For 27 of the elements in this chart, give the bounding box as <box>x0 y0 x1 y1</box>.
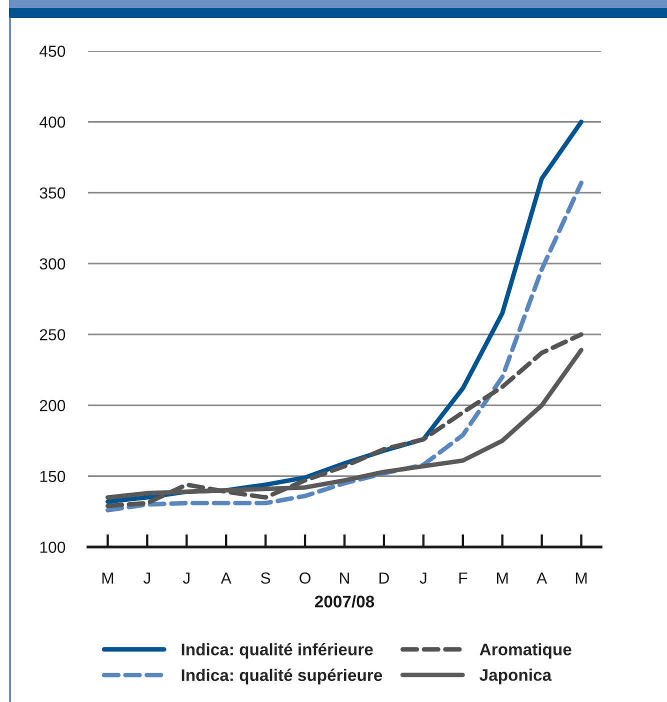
y-tick-label: 300 <box>40 258 66 270</box>
y-tick-label: 200 <box>40 400 66 412</box>
y-tick-label: 450 <box>40 46 66 57</box>
y-tick-label: 250 <box>40 329 66 340</box>
legend-label: Indica: qualité supérieure <box>182 668 382 684</box>
x-tick-label: M <box>497 572 508 584</box>
x-tick-label: J <box>143 572 150 584</box>
x-tick-label: F <box>459 572 468 584</box>
y-tick-label: 350 <box>40 187 66 199</box>
x-tick-label: M <box>576 572 587 584</box>
x-tick-label: N <box>340 572 349 584</box>
y-tick-label: 100 <box>40 542 66 553</box>
y-tick-label: 150 <box>40 470 66 482</box>
x-tick-label: M <box>102 572 114 584</box>
legend-label: Japonica <box>480 668 552 684</box>
x-tick-label: A <box>536 572 548 584</box>
x-tick-label: O <box>300 572 310 584</box>
legend-label: Aromatique <box>480 643 572 659</box>
x-tick-label: D <box>380 572 389 584</box>
line-series <box>106 180 584 512</box>
x-axis-title: 2007/08 <box>314 595 374 608</box>
x-tick-label: A <box>220 572 232 584</box>
x-tick-label: J <box>420 572 426 584</box>
y-tick-label: 400 <box>40 116 66 128</box>
legend-label: Indica: qualité inférieure <box>182 643 373 659</box>
x-tick-label: S <box>260 572 270 584</box>
x-tick-label: J <box>182 572 190 584</box>
